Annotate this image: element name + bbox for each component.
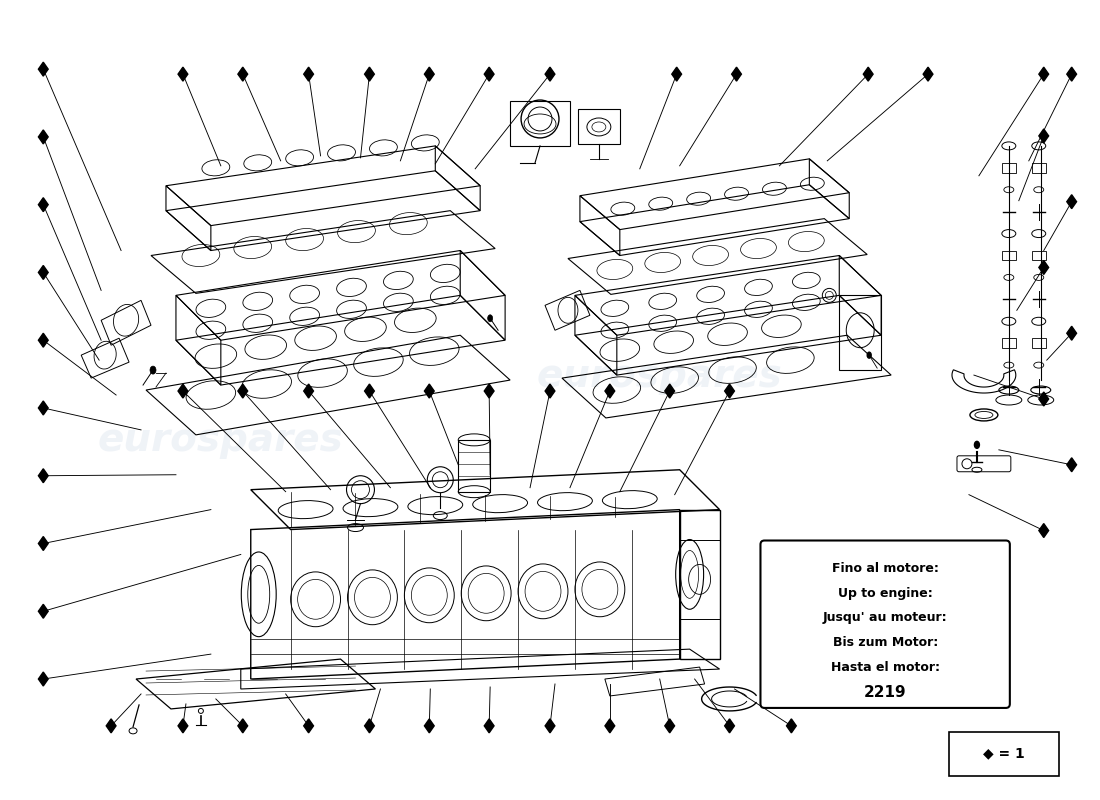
Text: 2219: 2219: [864, 685, 906, 700]
Polygon shape: [107, 719, 116, 733]
Polygon shape: [484, 384, 494, 398]
Polygon shape: [546, 67, 554, 81]
Polygon shape: [178, 67, 188, 81]
Bar: [1002, 338, 1015, 348]
Polygon shape: [1038, 261, 1048, 274]
Text: Fino al motore:: Fino al motore:: [832, 562, 938, 575]
Polygon shape: [304, 384, 313, 398]
Bar: [949, 732, 1058, 776]
Bar: [1032, 250, 1046, 261]
Text: eurospares: eurospares: [537, 357, 782, 395]
Bar: [578, 109, 619, 144]
Text: Hasta el motor:: Hasta el motor:: [830, 661, 939, 674]
Text: Jusqu' au moteur:: Jusqu' au moteur:: [823, 611, 947, 625]
Polygon shape: [39, 198, 48, 212]
Polygon shape: [664, 384, 674, 398]
Polygon shape: [1038, 67, 1048, 81]
Polygon shape: [178, 384, 188, 398]
Polygon shape: [304, 719, 313, 733]
Ellipse shape: [867, 352, 871, 358]
Polygon shape: [725, 384, 735, 398]
Bar: [1002, 250, 1015, 261]
Polygon shape: [725, 719, 735, 733]
Polygon shape: [1067, 326, 1077, 340]
Polygon shape: [238, 67, 248, 81]
Polygon shape: [39, 604, 48, 618]
Polygon shape: [364, 384, 374, 398]
Polygon shape: [1038, 392, 1048, 406]
Polygon shape: [546, 384, 554, 398]
Polygon shape: [39, 334, 48, 347]
Ellipse shape: [975, 442, 979, 448]
Text: ◆ = 1: ◆ = 1: [983, 746, 1025, 761]
Polygon shape: [664, 719, 674, 733]
Polygon shape: [39, 401, 48, 415]
Polygon shape: [39, 130, 48, 144]
Text: Up to engine:: Up to engine:: [838, 587, 933, 600]
Polygon shape: [364, 719, 374, 733]
Bar: [1032, 338, 1046, 348]
Polygon shape: [364, 67, 374, 81]
Ellipse shape: [150, 366, 156, 374]
Polygon shape: [1067, 458, 1077, 472]
Polygon shape: [425, 719, 435, 733]
Bar: [1002, 163, 1015, 173]
Polygon shape: [923, 67, 933, 81]
Text: Bis zum Motor:: Bis zum Motor:: [833, 636, 938, 649]
Polygon shape: [1038, 523, 1048, 538]
Polygon shape: [605, 384, 615, 398]
Polygon shape: [425, 384, 435, 398]
Text: eurospares: eurospares: [98, 421, 343, 459]
Polygon shape: [39, 266, 48, 279]
Polygon shape: [304, 67, 313, 81]
Polygon shape: [39, 537, 48, 550]
Ellipse shape: [487, 314, 493, 322]
Polygon shape: [672, 67, 682, 81]
Polygon shape: [238, 719, 248, 733]
Bar: [510, 101, 570, 146]
Bar: [680, 539, 719, 619]
Polygon shape: [484, 719, 494, 733]
Polygon shape: [1038, 129, 1048, 143]
Polygon shape: [732, 67, 741, 81]
Polygon shape: [786, 719, 796, 733]
Polygon shape: [1067, 67, 1077, 81]
Polygon shape: [546, 719, 554, 733]
Ellipse shape: [129, 728, 138, 734]
Polygon shape: [484, 67, 494, 81]
Polygon shape: [864, 67, 873, 81]
FancyBboxPatch shape: [760, 541, 1010, 708]
Bar: [1032, 163, 1046, 173]
Polygon shape: [39, 469, 48, 482]
Polygon shape: [605, 719, 615, 733]
Polygon shape: [425, 67, 435, 81]
Polygon shape: [39, 672, 48, 686]
Bar: [459, 440, 491, 492]
Polygon shape: [238, 384, 248, 398]
Polygon shape: [178, 719, 188, 733]
Polygon shape: [1067, 194, 1077, 209]
Polygon shape: [39, 62, 48, 76]
